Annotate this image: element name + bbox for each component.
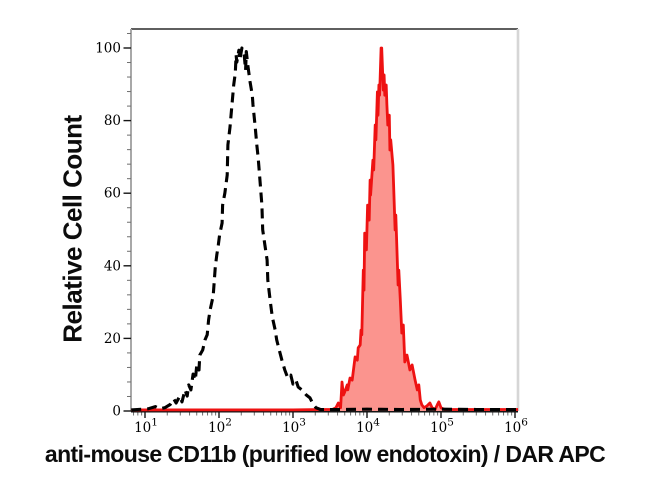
y-axis-title: Relative Cell Count	[57, 115, 88, 343]
filled-area	[131, 48, 519, 411]
x-tick-label: 104	[356, 417, 380, 437]
red-histogram-curve	[131, 46, 519, 412]
y-tick-label: 20	[104, 331, 121, 347]
y-tick-label: 0	[112, 404, 121, 420]
y-tick-label: 60	[104, 186, 121, 202]
x-tick-label: 101	[134, 417, 158, 437]
x-tick-label: 105	[430, 417, 454, 437]
y-tick-label: 100	[95, 41, 121, 57]
dashed-histogram-curve	[131, 46, 519, 412]
x-axis-title: anti-mouse CD11b (purified low endotoxin…	[44, 441, 606, 467]
y-tick-label: 40	[104, 258, 121, 274]
y-tick-label: 80	[104, 113, 121, 129]
x-tick-label: 103	[282, 417, 306, 437]
x-tick-label: 102	[208, 417, 232, 437]
x-tick-label: 106	[504, 417, 528, 437]
